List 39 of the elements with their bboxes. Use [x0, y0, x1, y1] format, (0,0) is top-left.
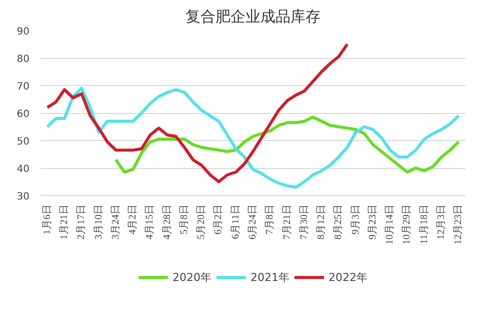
x-tick-label: 4月2日 [128, 204, 139, 234]
x-tick-label: 5月8日 [178, 204, 190, 234]
x-tick-label: 1月6日 [42, 204, 53, 234]
x-tick-label: 4月28日 [162, 204, 173, 240]
legend-label: 2020年 [172, 270, 212, 284]
x-tick-label: 6月2日 [213, 204, 224, 234]
x-tick-label: 10月14日 [384, 204, 396, 244]
x-tick-label: 7月8日 [264, 204, 276, 234]
x-tick-label: 9月3日 [350, 204, 362, 234]
y-tick-label: 80 [16, 54, 30, 65]
x-tick-label: 5月20日 [196, 204, 208, 240]
x-tick-label: 10月29日 [402, 204, 413, 244]
line-series [114, 116, 460, 174]
x-tick-label: 8月25日 [333, 204, 344, 240]
x-tick-label: 12月3日 [436, 204, 448, 240]
y-tick-label: 30 [16, 192, 30, 202]
legend-label: 2021年 [250, 270, 290, 284]
legend-label: 2022年 [328, 270, 368, 284]
x-tick-label: 2月17日 [76, 204, 88, 240]
x-tick-label: 9月23日 [367, 204, 378, 240]
line-series [46, 42, 349, 184]
y-tick-label: 60 [16, 109, 30, 120]
x-tick-label: 3月10日 [93, 204, 104, 240]
x-tick-label: 6月24日 [248, 204, 258, 240]
y-tick-label: 90 [16, 26, 30, 38]
x-tick-label: 11月18日 [418, 204, 430, 244]
x-tick-label: 7月21日 [282, 204, 293, 240]
chart-title: 复合肥企业成品库存 [186, 8, 320, 26]
y-tick-label: 50 [16, 136, 30, 148]
x-tick-label: 12月23日 [453, 204, 464, 244]
x-tick-label: 7月30日 [298, 204, 310, 240]
y-tick-label: 40 [16, 164, 30, 175]
y-tick-label: 70 [16, 82, 30, 92]
x-tick-label: 6月11日 [230, 204, 242, 240]
x-tick-label: 8月12日 [316, 204, 328, 240]
x-tick-label: 1月21日 [58, 204, 70, 240]
x-tick-label: 3月24日 [110, 204, 122, 240]
line-series [46, 86, 460, 189]
x-tick-label: 4月15日 [144, 204, 156, 240]
